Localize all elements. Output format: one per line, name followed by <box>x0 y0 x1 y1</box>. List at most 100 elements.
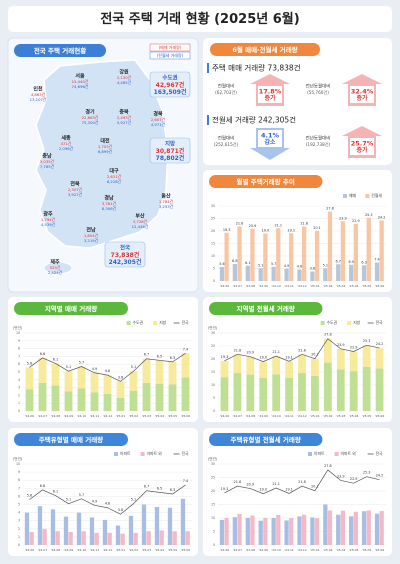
x-tick-label: '24.06 <box>220 284 230 288</box>
bar-segment <box>311 375 319 411</box>
bar <box>374 513 380 545</box>
region-sale: 2,607건 <box>151 117 166 122</box>
x-tick-label: '25.02 <box>129 548 139 552</box>
bar-value-label: 19.0 <box>262 229 270 233</box>
y-tick-label: 7 <box>18 354 20 358</box>
x-tick-label: '25.06 <box>375 414 385 418</box>
x-tick-label: '24.06 <box>25 548 35 552</box>
bar-value-label: 21.8 <box>236 222 244 226</box>
line-value-label: 19.1 <box>285 355 293 359</box>
bar <box>353 223 358 281</box>
y-tick-label: 30 <box>211 462 215 466</box>
bar-segment <box>336 348 345 370</box>
region-rent: 74,696건 <box>72 84 89 89</box>
bar-value-label: 5.1 <box>323 263 328 267</box>
bar <box>24 512 30 545</box>
bar <box>219 519 225 545</box>
region-name: 강원 <box>119 69 129 76</box>
x-tick-label: '24.12 <box>297 414 307 418</box>
x-tick-label: '24.08 <box>51 548 61 552</box>
region-rent: 4,465건 <box>117 80 132 85</box>
item-label: 전월대비 <box>218 135 235 142</box>
bar-segment <box>77 366 86 389</box>
bar-segment <box>51 385 60 411</box>
bar <box>94 532 99 545</box>
bar-segment <box>375 348 384 369</box>
bar <box>297 516 302 545</box>
legend-swatch <box>126 321 131 325</box>
jeju-map <box>43 261 73 275</box>
x-tick-label: '24.10 <box>271 284 281 288</box>
line-value-label: 19.0 <box>259 488 267 492</box>
line <box>29 484 186 515</box>
bar-segment <box>38 382 47 411</box>
change-word: 감소 <box>264 138 276 146</box>
y-tick-label: 5 <box>213 396 215 400</box>
bar-segment <box>155 360 164 384</box>
region-name: 인천 <box>33 86 43 93</box>
region-name: 충남 <box>42 153 52 160</box>
bar <box>374 262 380 281</box>
y-tick-label: 4 <box>18 378 20 382</box>
bar-value-label: 3.8 <box>310 267 315 271</box>
chart-title: 주택유형별 매매 거래량 <box>39 435 103 444</box>
region-sale: 4,863건 <box>31 92 46 97</box>
bar-value-label: 5.6 <box>219 262 224 266</box>
bar <box>245 265 250 281</box>
y-tick-label: 6 <box>18 362 20 366</box>
bar <box>237 226 242 281</box>
bar-value-label: 5.7 <box>271 262 276 266</box>
line <box>29 352 186 382</box>
region-rent: 3,219건 <box>84 238 99 243</box>
region-sale: 2,307건 <box>68 187 83 192</box>
bar-segment <box>142 382 151 411</box>
bar <box>219 267 225 281</box>
change-rate: 4.1% <box>261 132 280 140</box>
x-tick-label: '24.10 <box>77 414 87 418</box>
bar <box>76 512 82 545</box>
bar <box>297 269 302 281</box>
aggregate-box <box>149 137 191 164</box>
x-tick-label: '24.07 <box>233 414 243 418</box>
x-tick-label: '24.12 <box>103 414 113 418</box>
block-title: 주택 매매 거래량 73,838건 <box>212 63 301 73</box>
bar <box>314 518 320 545</box>
x-tick-label: '24.06 <box>220 414 230 418</box>
bar-segment <box>298 373 306 411</box>
change-word: 증가 <box>356 94 368 102</box>
legend-swatch <box>140 452 145 456</box>
aggregate-rent: 78,802건 <box>156 154 185 162</box>
change-word: 증가 <box>356 146 368 154</box>
bar <box>323 504 328 545</box>
bar <box>323 268 328 281</box>
line-value-label: 19.3 <box>221 355 229 359</box>
bar-value-label: 20.9 <box>249 224 257 228</box>
y-axis-label: (만건) <box>13 456 23 461</box>
map-legend: (전월세 거래량) <box>157 52 184 58</box>
bar-value-label: 21.8 <box>300 222 308 226</box>
bar <box>224 232 229 281</box>
line-value-label: 5.7 <box>79 493 84 497</box>
line-value-label: 5.1 <box>66 365 71 369</box>
korea-map <box>35 59 169 249</box>
line-value-label: 5.1 <box>131 365 136 369</box>
region-sale: 3,781건 <box>102 201 117 206</box>
bar <box>224 518 229 545</box>
x-tick-label: '24.10 <box>271 414 281 418</box>
line-value-label: 22.9 <box>350 345 358 349</box>
x-tick-label: '25.03 <box>336 548 346 552</box>
bar-segment <box>336 369 345 411</box>
y-tick-label: 0 <box>213 279 215 283</box>
aggregate-box <box>149 71 191 98</box>
x-tick-label: '25.01 <box>310 548 320 552</box>
y-tick-label: 0 <box>213 409 215 413</box>
legend-swatch <box>153 321 158 325</box>
x-tick-label: '24.10 <box>77 548 87 552</box>
region-sale: 471건 <box>61 141 72 146</box>
region-name: 세종 <box>61 135 71 142</box>
x-tick-label: '24.12 <box>297 284 307 288</box>
bar <box>172 531 177 545</box>
x-tick-label: '25.06 <box>181 414 191 418</box>
bar-segment <box>246 374 255 411</box>
